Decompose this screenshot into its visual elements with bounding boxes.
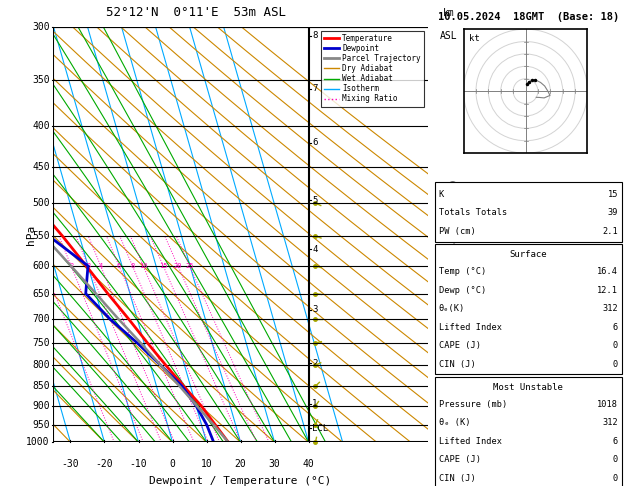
- Text: Dewp (°C): Dewp (°C): [438, 286, 486, 295]
- Text: 650: 650: [32, 289, 50, 298]
- Text: 8: 8: [312, 31, 318, 40]
- Text: 0: 0: [613, 360, 618, 368]
- Text: 550: 550: [32, 231, 50, 241]
- Text: 20: 20: [174, 263, 182, 269]
- Text: θₑ(K): θₑ(K): [438, 304, 465, 313]
- Text: 950: 950: [32, 419, 50, 430]
- Text: 6: 6: [613, 437, 618, 446]
- Text: Lifted Index: Lifted Index: [438, 323, 502, 331]
- Text: Dewpoint / Temperature (°C): Dewpoint / Temperature (°C): [150, 475, 331, 486]
- Text: 4: 4: [99, 263, 103, 269]
- Bar: [435, 182, 622, 242]
- Text: CIN (J): CIN (J): [438, 474, 476, 483]
- Text: 52°12'N  0°11'E  53m ASL: 52°12'N 0°11'E 53m ASL: [106, 6, 286, 19]
- Text: 8: 8: [130, 263, 135, 269]
- Text: 850: 850: [32, 381, 50, 391]
- Text: CIN (J): CIN (J): [438, 360, 476, 368]
- Text: 450: 450: [32, 162, 50, 172]
- Text: 0: 0: [613, 474, 618, 483]
- Text: 12.1: 12.1: [597, 286, 618, 295]
- Text: 700: 700: [32, 314, 50, 324]
- Text: 800: 800: [32, 360, 50, 370]
- Text: 40: 40: [303, 459, 314, 469]
- Text: 6: 6: [312, 139, 318, 147]
- Text: 10.05.2024  18GMT  (Base: 18): 10.05.2024 18GMT (Base: 18): [438, 12, 619, 22]
- Text: 312: 312: [603, 418, 618, 427]
- Legend: Temperature, Dewpoint, Parcel Trajectory, Dry Adiabat, Wet Adiabat, Isotherm, Mi: Temperature, Dewpoint, Parcel Trajectory…: [321, 31, 424, 106]
- Text: Pressure (mb): Pressure (mb): [438, 400, 507, 409]
- Text: 15: 15: [159, 263, 167, 269]
- Bar: [435, 244, 622, 374]
- Text: 6: 6: [117, 263, 121, 269]
- Text: 0: 0: [170, 459, 175, 469]
- Text: 10: 10: [201, 459, 213, 469]
- Text: Mixing Ratio (g/kg): Mixing Ratio (g/kg): [449, 179, 459, 290]
- Text: Lifted Index: Lifted Index: [438, 437, 502, 446]
- Text: 1000: 1000: [26, 437, 50, 447]
- Text: 15: 15: [608, 190, 618, 199]
- Text: 0: 0: [613, 455, 618, 464]
- Text: ASL: ASL: [440, 31, 457, 41]
- Text: Surface: Surface: [509, 250, 547, 259]
- Text: PW (cm): PW (cm): [438, 227, 476, 236]
- Text: -20: -20: [96, 459, 113, 469]
- Text: 30: 30: [269, 459, 281, 469]
- Text: 500: 500: [32, 198, 50, 208]
- Text: 39: 39: [608, 208, 618, 217]
- Text: Temp (°C): Temp (°C): [438, 267, 486, 276]
- Text: θₑ (K): θₑ (K): [438, 418, 470, 427]
- Text: 20: 20: [235, 459, 247, 469]
- Text: 2.1: 2.1: [603, 227, 618, 236]
- Text: 3: 3: [86, 263, 91, 269]
- Text: Most Unstable: Most Unstable: [493, 383, 564, 392]
- Text: 900: 900: [32, 401, 50, 411]
- Text: hPa: hPa: [26, 225, 36, 244]
- Text: 10: 10: [139, 263, 147, 269]
- Text: 312: 312: [603, 304, 618, 313]
- Text: 2: 2: [69, 263, 73, 269]
- Text: 25: 25: [186, 263, 194, 269]
- Text: -10: -10: [130, 459, 147, 469]
- Text: 2: 2: [312, 359, 318, 367]
- Text: K: K: [438, 190, 444, 199]
- Text: 16.4: 16.4: [597, 267, 618, 276]
- Text: km: km: [442, 8, 454, 18]
- Text: 400: 400: [32, 121, 50, 131]
- Text: kt: kt: [469, 34, 479, 43]
- Text: 3: 3: [312, 305, 318, 314]
- Text: 600: 600: [32, 261, 50, 271]
- Text: 4: 4: [312, 245, 318, 254]
- Bar: [435, 377, 622, 486]
- Text: 1: 1: [312, 399, 318, 408]
- Text: 5: 5: [312, 196, 318, 205]
- Text: 350: 350: [32, 75, 50, 85]
- Text: Totals Totals: Totals Totals: [438, 208, 507, 217]
- Text: 1018: 1018: [597, 400, 618, 409]
- Text: -30: -30: [62, 459, 79, 469]
- Text: 6: 6: [613, 323, 618, 331]
- Text: 750: 750: [32, 338, 50, 348]
- Text: 300: 300: [32, 22, 50, 32]
- Text: 0: 0: [613, 341, 618, 350]
- Text: 7: 7: [312, 84, 318, 93]
- Text: CAPE (J): CAPE (J): [438, 455, 481, 464]
- Text: LCL: LCL: [312, 424, 328, 433]
- Text: CAPE (J): CAPE (J): [438, 341, 481, 350]
